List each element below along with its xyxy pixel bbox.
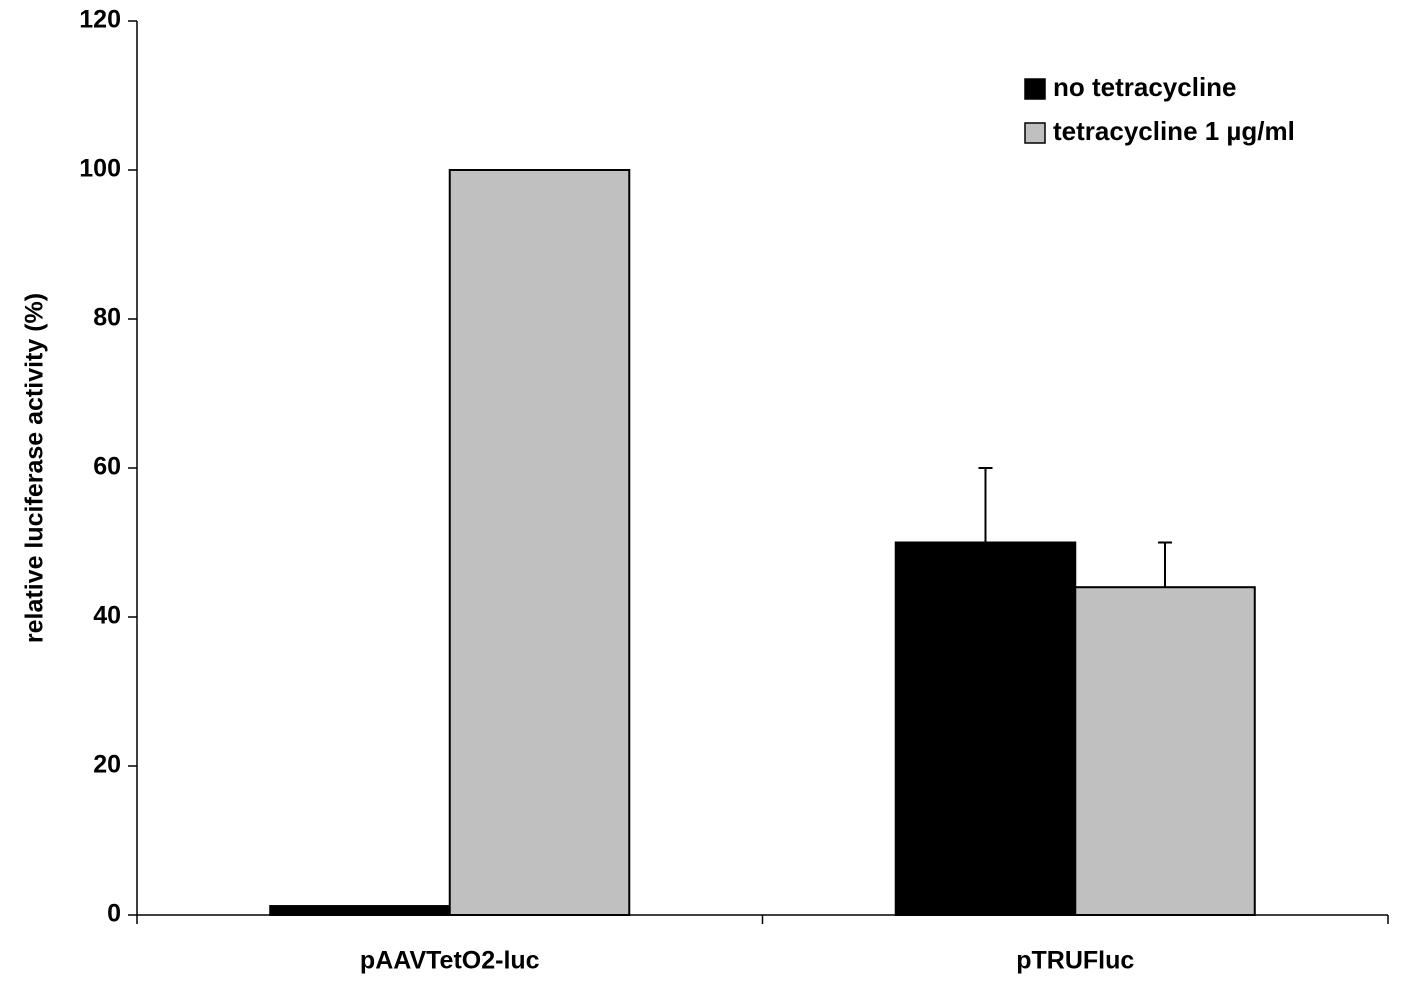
legend-label: tetracycline 1 µg/ml: [1053, 116, 1295, 146]
bar: [1074, 586, 1256, 916]
bar: [269, 905, 451, 916]
bar: [448, 169, 631, 916]
y-tick-label: 60: [93, 453, 121, 481]
y-tick-label: 80: [93, 304, 121, 332]
x-tick-label: pAAVTetO2-luc: [360, 947, 540, 975]
y-tick-label: 20: [93, 751, 121, 779]
legend-label: no tetracycline: [1053, 72, 1237, 102]
y-tick-label: 0: [107, 900, 121, 928]
bar: [894, 541, 1077, 916]
legend-swatch: [1024, 78, 1046, 100]
x-tick-label: pTRUFluc: [1016, 947, 1134, 975]
y-tick-label: 120: [79, 6, 121, 34]
y-axis-label: relative luciferase activity (%): [21, 293, 49, 643]
y-tick-label: 40: [93, 602, 121, 630]
y-tick-label: 100: [79, 155, 121, 183]
legend-swatch: [1024, 122, 1046, 144]
